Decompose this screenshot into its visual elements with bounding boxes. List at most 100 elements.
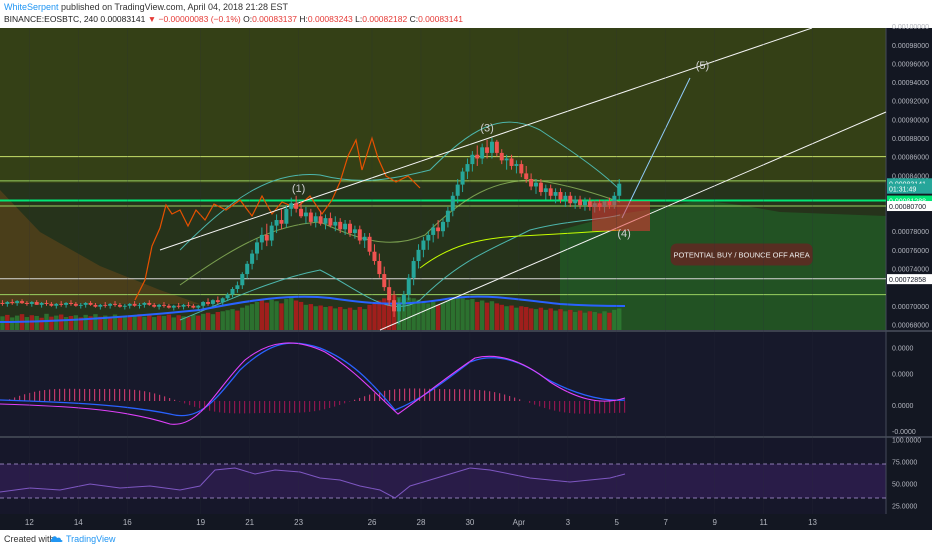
symbol-label: BINANCE:EOSBTC, 240: [4, 14, 99, 24]
volume-bar: [558, 309, 563, 330]
macd-histogram-bar: [609, 401, 611, 414]
candle-body: [137, 304, 142, 306]
candle-body: [39, 302, 44, 305]
candle-body: [235, 285, 240, 289]
candle-body: [538, 182, 543, 193]
macd-histogram-bar: [474, 389, 476, 401]
volume-bar: [426, 303, 431, 330]
macd-histogram-bar: [54, 389, 56, 401]
candle-body: [382, 274, 387, 288]
volume-bar: [298, 301, 304, 330]
macd-histogram-bar: [349, 401, 351, 402]
macd-histogram-bar: [394, 389, 396, 401]
volume-bar: [73, 315, 79, 330]
volume-bar: [533, 309, 539, 330]
macd-histogram-bar: [559, 401, 561, 412]
candle-body: [166, 305, 171, 308]
ichimoku-lagging-line: [134, 135, 421, 301]
volume-bar: [137, 314, 142, 330]
macd-histogram-bar: [589, 401, 591, 414]
rsi-pane: 100.0000 75.0000 50.0000 25.0000: [0, 438, 921, 510]
tradingview-link[interactable]: TradingView: [66, 534, 116, 544]
macd-histogram-bar: [284, 401, 286, 413]
candle-body: [582, 201, 587, 206]
volume-bar: [489, 301, 495, 330]
macd-histogram-bar: [264, 401, 266, 414]
candle-body: [0, 302, 5, 304]
candle-body: [157, 304, 162, 307]
time-tick-label: 13: [808, 518, 817, 527]
volume-bar: [230, 309, 235, 330]
macd-histogram-bar: [79, 388, 81, 401]
price-label-text: 01:31:49: [889, 187, 916, 194]
candle-body: [127, 303, 132, 306]
price-label-box: [887, 201, 932, 212]
volume-bar: [553, 310, 558, 330]
macd-histogram-bar: [579, 401, 581, 414]
macd-histogram-bar: [464, 389, 466, 401]
candle-body: [147, 302, 152, 305]
time-axis-bg: [0, 514, 932, 530]
candle-body: [450, 195, 455, 211]
price-tick-label: 0.00088000: [892, 136, 929, 143]
created-with-text: Created with: [4, 534, 55, 544]
macd-histogram-bar: [184, 401, 186, 404]
ma-blue: [0, 295, 626, 323]
volume-bar: [225, 310, 230, 330]
macd-tick-label: -0.0000: [892, 429, 916, 436]
macd-histogram-bar: [584, 401, 586, 414]
candle-body: [220, 298, 225, 303]
price-tick-label: 0.00084000: [892, 173, 929, 180]
volume-bar: [333, 308, 338, 330]
volume-bar: [597, 313, 602, 330]
volume-bar: [122, 317, 128, 330]
macd-histogram-bar: [124, 389, 126, 401]
macd-histogram-bar: [554, 401, 556, 411]
macd-histogram-bar: [239, 401, 241, 414]
macd-histogram-bar: [74, 388, 76, 401]
wave5-projection: [621, 77, 691, 219]
candle-body: [196, 305, 201, 308]
volume-bar: [587, 311, 593, 330]
rsi-tick-label: 50.0000: [892, 481, 917, 488]
candle-body: [210, 300, 215, 304]
wave-label: (1): [292, 183, 305, 195]
time-tick-label: 3: [566, 518, 571, 527]
volume-bar: [58, 314, 64, 330]
candle-body: [362, 236, 367, 241]
time-tick-label: 30: [465, 518, 474, 527]
volume-bar: [186, 317, 191, 330]
author-link[interactable]: WhiteSerpent: [4, 2, 59, 12]
wave-label: (4): [617, 228, 630, 240]
macd-histogram-bar: [469, 389, 471, 401]
candle-body: [475, 154, 480, 159]
macd-histogram-bar: [229, 401, 231, 414]
volume-bar: [98, 316, 103, 330]
price-tick-label: 0.00098000: [892, 43, 929, 50]
volume-bar: [68, 315, 74, 330]
volume-bar: [386, 296, 392, 330]
macd-histogram-bar: [44, 390, 46, 401]
macd-histogram-bar: [369, 394, 371, 401]
volume-bar: [435, 304, 441, 330]
candle-body: [64, 302, 69, 305]
volume-bar: [514, 307, 519, 330]
candle-body: [299, 208, 304, 217]
macd-histogram-bar: [599, 401, 601, 414]
ma-lime: [419, 229, 621, 269]
volume-bar: [289, 297, 294, 330]
volume-bar: [63, 317, 69, 330]
macd-histogram-bar: [139, 390, 141, 401]
candle-body: [347, 223, 352, 234]
volume-bar: [205, 312, 211, 330]
price-tick-label: 0.00094000: [892, 80, 929, 87]
price-label-box: [887, 195, 932, 206]
macd-pane-bg: [0, 332, 886, 436]
volume-bar: [308, 304, 314, 330]
macd-histogram-bar: [49, 389, 51, 401]
macd-histogram-bar: [419, 388, 421, 401]
candle-body: [93, 304, 98, 307]
macd-histogram-bar: [244, 401, 246, 414]
candle-body: [489, 141, 494, 153]
